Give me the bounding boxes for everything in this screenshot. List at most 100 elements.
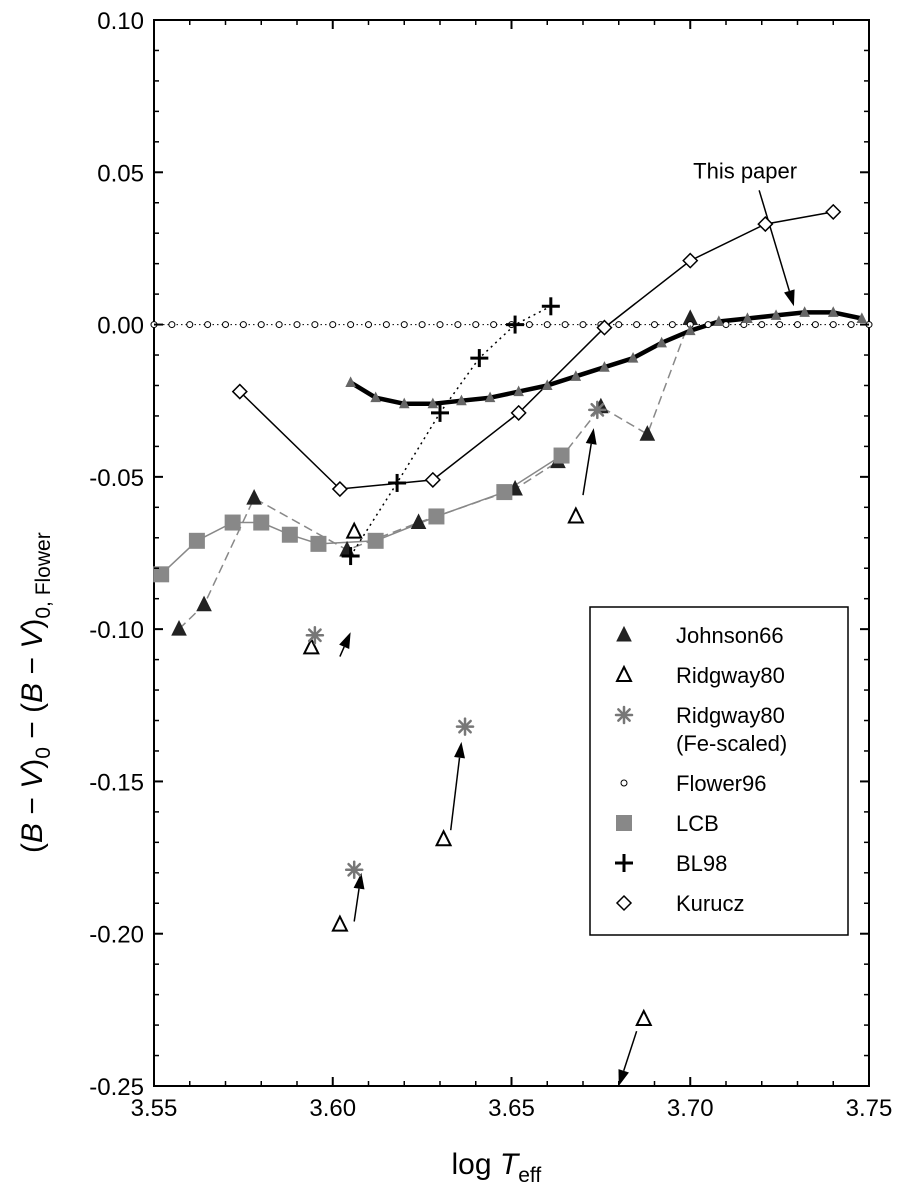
series-flower96-point — [561, 321, 569, 329]
series-this-paper-point — [656, 336, 667, 348]
series-flower96-point — [400, 321, 408, 329]
series-this-paper-point — [541, 379, 553, 390]
series-this-paper-point — [345, 376, 356, 387]
x-tick-label: 3.70 — [667, 1095, 714, 1122]
legend-item: Ridgway80 (Fe-scaled) — [614, 703, 787, 756]
series-flower96-point — [633, 321, 641, 329]
series-flower96-point — [293, 321, 301, 329]
x-axis-label: log Teff — [452, 1148, 542, 1186]
series-flower96-point — [722, 321, 730, 329]
legend-label: Flower96 — [676, 771, 766, 796]
series-flower96-point — [257, 321, 265, 329]
series-this-paper-point — [427, 397, 439, 409]
series-flower96-point — [186, 321, 194, 329]
series-this-paper-point — [627, 351, 639, 363]
shift-arrow — [339, 632, 351, 657]
y-tick-label: -0.15 — [89, 769, 144, 796]
series-lcb-point — [224, 514, 241, 531]
series-lcb-point — [553, 447, 570, 464]
x-axis-label-var: T — [500, 1148, 521, 1181]
series-flower96-point — [472, 321, 480, 329]
series-flower96-point — [776, 321, 784, 329]
series-flower96-point — [847, 321, 855, 329]
legend: Johnson66 Ridgway80 Ridgway80 (Fe-scaled) Fl… — [589, 606, 849, 936]
series-lcb-point — [310, 535, 327, 552]
series-flower96-point — [239, 321, 247, 329]
x-tick-label: 3.60 — [309, 1095, 356, 1122]
series-this-paper-point — [398, 397, 410, 409]
y-axis-label: (B − V)0 − (B − V)0, Flower — [16, 532, 55, 853]
series-bl98-point — [341, 547, 360, 566]
x-tick-label: 3.55 — [131, 1095, 178, 1122]
legend-label: BL98 — [676, 851, 727, 876]
series-layer — [150, 190, 873, 1086]
x-axis-label-sub: eff — [518, 1164, 541, 1186]
series-this-paper-point — [570, 370, 582, 381]
legend-label: Ridgway80 — [676, 703, 785, 728]
legend-item: BL98 — [615, 851, 727, 876]
series-bl98-point — [431, 403, 449, 422]
series-this-paper-point — [799, 306, 810, 317]
series-flower96-point — [794, 321, 801, 329]
series-flower96-point — [811, 321, 819, 329]
series-bl98-point — [541, 297, 560, 316]
series-flower96-point — [615, 321, 623, 329]
series-lcb-point — [496, 484, 513, 501]
legend-item: LCB — [616, 811, 719, 836]
shift-arrow — [449, 741, 465, 831]
series-johnson66-point — [639, 425, 656, 441]
legend-marker — [616, 815, 632, 831]
y-tick-label: 0.00 — [97, 313, 144, 340]
legend-item: Flower96 — [620, 771, 766, 796]
series-ridgway80-point — [302, 637, 320, 655]
x-tick-label: 3.75 — [846, 1095, 893, 1122]
legend-item: Ridgway80 — [615, 663, 785, 688]
legend-marker — [616, 625, 632, 642]
series-ridgway80-point — [635, 1008, 653, 1026]
legend-label: LCB — [676, 811, 719, 836]
series-johnson66-point — [410, 513, 427, 530]
series-flower96-point — [365, 321, 372, 329]
series-kurucz-point — [596, 319, 613, 336]
series-lcb-point — [253, 514, 270, 531]
series-ridgway80-point — [345, 521, 363, 539]
series-kurucz-point — [825, 203, 842, 220]
shift-arrow — [353, 872, 365, 922]
series-lcb-point — [153, 566, 170, 583]
y-tick-label: -0.20 — [89, 922, 144, 949]
series-bl98-point — [388, 473, 407, 492]
series-this-paper-point — [456, 394, 467, 406]
series-flower96-point — [311, 321, 319, 329]
series-flower96-point — [204, 321, 212, 329]
series-bl98-point — [470, 349, 489, 368]
series-this-paper-point — [513, 385, 524, 397]
series-lcb-point — [428, 508, 445, 525]
legend-label: Kurucz — [676, 891, 744, 916]
series-this-paper-point — [370, 391, 381, 403]
series-flower96-point — [382, 321, 390, 329]
series-this-paper-point — [856, 312, 868, 323]
series-ridgway80-point — [331, 914, 349, 932]
series-kurucz-point — [424, 471, 441, 488]
series-bl98-point — [506, 315, 525, 334]
legend-marker — [620, 779, 628, 787]
annotation-this-paper: This paper — [693, 158, 797, 183]
series-johnson66-point — [171, 620, 187, 636]
legend-label: Johnson66 — [676, 623, 784, 648]
legend-marker — [615, 894, 633, 912]
series-flower96-point — [668, 321, 676, 329]
series-flower96-point — [704, 321, 712, 329]
annotation-arrow — [758, 190, 795, 307]
series-ridgway80-fe-scaled-point — [588, 400, 607, 420]
series-this-paper-point — [713, 315, 725, 327]
x-tick-label: 3.65 — [488, 1095, 535, 1122]
series-flower96-point — [579, 321, 587, 329]
y-tick-label: 0.05 — [97, 160, 144, 187]
series-ridgway80-point — [567, 506, 585, 524]
legend-label-line2: (Fe-scaled) — [676, 731, 787, 756]
series-kurucz-line — [239, 211, 834, 490]
series-ridgway80-fe-scaled-point — [455, 717, 475, 736]
series-flower96-point — [436, 321, 444, 329]
x-axis-label-main: log — [452, 1148, 500, 1181]
legend-marker — [615, 854, 633, 872]
